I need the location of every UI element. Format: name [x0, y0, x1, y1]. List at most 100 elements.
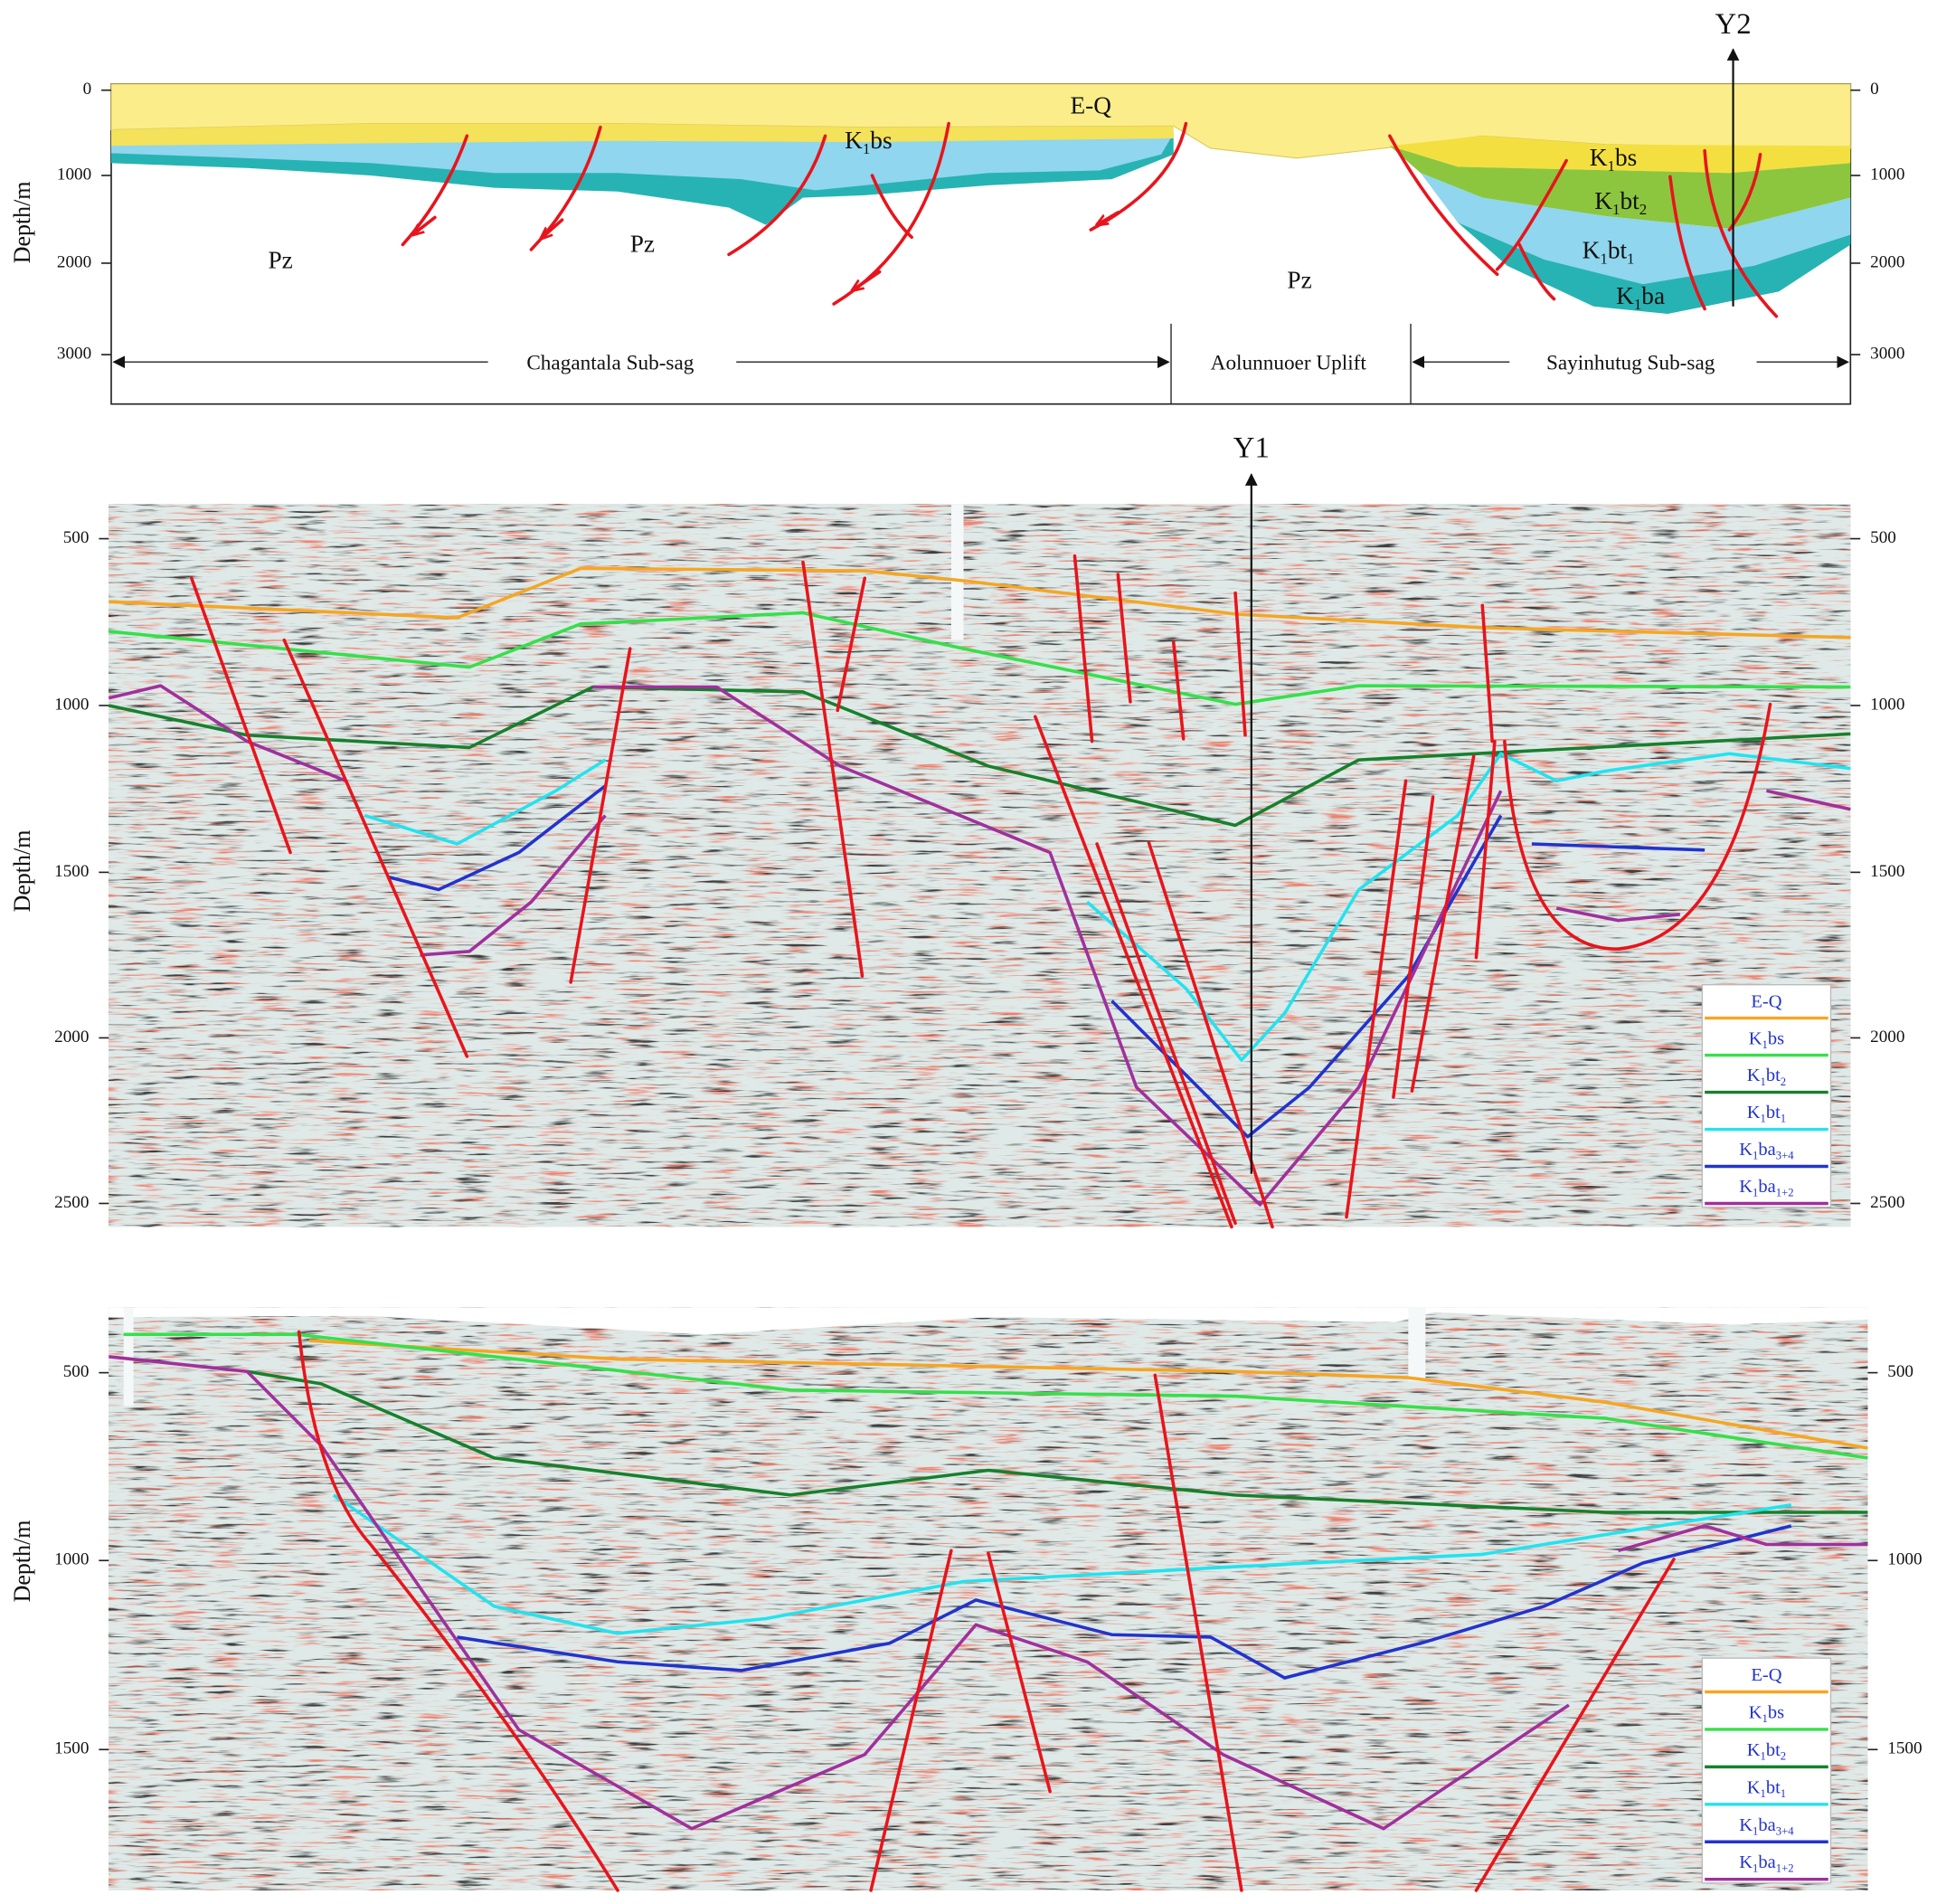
region-bar — [112, 323, 1849, 404]
legend-label: K1bt1 — [1747, 1777, 1786, 1800]
layer-label-part: K — [1594, 187, 1612, 214]
tick-label: 2500 — [1870, 1193, 1904, 1212]
layer-label-part: K — [1616, 282, 1634, 309]
horizon — [364, 758, 607, 846]
tick-label: 3000 — [57, 344, 91, 363]
slip-arrow — [1097, 211, 1120, 225]
fault — [1474, 739, 1497, 960]
fault — [1095, 842, 1237, 1226]
fault — [870, 174, 913, 240]
tick-label: 500 — [1870, 528, 1896, 547]
legend-label-part: 1 — [1781, 1787, 1786, 1800]
legend-label-part: 1+2 — [1776, 1187, 1794, 1199]
region-label: Sayinhutug Sub-sag — [1546, 351, 1715, 374]
legend-label: K1ba3+4 — [1739, 1815, 1794, 1838]
legend-label-part: 1 — [1753, 1862, 1758, 1875]
tick-label: 1000 — [54, 695, 89, 714]
fault — [1392, 795, 1435, 1099]
legend — [1701, 1657, 1832, 1884]
tick-label: 0 — [1870, 80, 1879, 99]
legend-label-part: K — [1739, 1852, 1753, 1872]
legend-label-part: bt — [1766, 1777, 1781, 1797]
horizon — [420, 814, 607, 957]
tick-label: 2000 — [1870, 252, 1904, 271]
layer-label-part: 1 — [863, 140, 870, 157]
layer-label: K1bt1 — [1583, 236, 1635, 267]
layer-label-part: K — [1590, 144, 1608, 171]
fault — [801, 560, 865, 978]
layer-label-part: bs — [870, 127, 892, 154]
middle-section — [108, 473, 1851, 1229]
legend-label-part: 1 — [1761, 1075, 1766, 1088]
layer-label-part: bs — [1615, 144, 1637, 171]
legend-label: K1bs — [1749, 1028, 1784, 1051]
horizon — [123, 1332, 1868, 1460]
fault — [1410, 754, 1476, 1093]
tick-label: 2000 — [57, 252, 91, 271]
fault — [1116, 573, 1132, 704]
horizon — [308, 1339, 1868, 1450]
faults-middle — [190, 554, 1772, 1229]
fault — [727, 134, 827, 257]
layer-label-part: 1 — [1608, 157, 1615, 175]
seismic-image — [109, 504, 1851, 1227]
legend-label-part: K — [1747, 1777, 1761, 1797]
tick-label: 500 — [63, 528, 90, 547]
layer-label: K1bs — [845, 127, 892, 157]
region-label: Chagantala Sub-sag — [526, 351, 694, 374]
layer-label: Pz — [268, 246, 292, 273]
horizon — [109, 1355, 1570, 1831]
legend-label: K1bs — [1749, 1702, 1784, 1725]
top-mask — [109, 1307, 1868, 1335]
horizons — [109, 1332, 1868, 1831]
layer-k1bs-right — [1389, 136, 1851, 174]
horizon — [1766, 789, 1851, 811]
top-section — [110, 48, 1852, 405]
fault — [1727, 152, 1762, 232]
legend-label-part: K — [1739, 1815, 1753, 1835]
legend-label-part: bt — [1766, 1103, 1781, 1123]
legend-label: K1ba1+2 — [1739, 1852, 1793, 1875]
fault — [1171, 640, 1186, 741]
faults-bottom — [297, 1330, 1676, 1892]
fault — [987, 1551, 1052, 1794]
tick-label: 2000 — [54, 1028, 89, 1047]
tick-label: 1000 — [54, 1550, 89, 1569]
layer-label: E-Q — [1070, 92, 1111, 119]
well-label: Y1 — [1233, 431, 1270, 464]
tick-label: 1000 — [1870, 695, 1904, 714]
legend-label-part: bt — [1766, 1066, 1781, 1085]
legend-label-part: K — [1749, 1702, 1762, 1722]
legend-label-part: ba — [1758, 1177, 1775, 1197]
legend-label-part: 1 — [1762, 1712, 1768, 1725]
legend-label-part: ba — [1758, 1852, 1775, 1872]
legend-label: E-Q — [1751, 991, 1781, 1011]
legend-label-part: K — [1739, 1177, 1753, 1197]
legend-label: K1bt1 — [1747, 1103, 1786, 1125]
layer-label: Pz — [630, 231, 655, 258]
layer-label: Pz — [1287, 266, 1311, 293]
horizon — [332, 1493, 1792, 1635]
layer-label: K1ba — [1616, 282, 1665, 313]
legend-label-part: ba — [1758, 1140, 1775, 1160]
layer-label: K1bt2 — [1594, 187, 1647, 218]
seismic-image — [109, 1307, 1868, 1890]
fault — [1474, 1558, 1676, 1892]
legend-label-part: K — [1747, 1103, 1761, 1123]
tick-label: 1500 — [1887, 1739, 1922, 1758]
legend-label-part: K — [1747, 1740, 1761, 1760]
layer-k1bt1 — [1420, 173, 1851, 285]
y-axis-label: Depth/m — [9, 181, 35, 263]
layer-label: K1bs — [1590, 144, 1637, 175]
tick-label: 1500 — [54, 1739, 89, 1758]
horizon — [1531, 842, 1706, 852]
tick-label: 500 — [1887, 1362, 1913, 1381]
fault — [297, 1330, 619, 1892]
legend — [1701, 984, 1832, 1208]
legend-label: K1ba1+2 — [1739, 1177, 1793, 1199]
fault — [1345, 779, 1408, 1219]
legend-label-part: 1 — [1761, 1787, 1766, 1800]
fault — [1033, 715, 1233, 1229]
horizon — [1085, 752, 1851, 1062]
